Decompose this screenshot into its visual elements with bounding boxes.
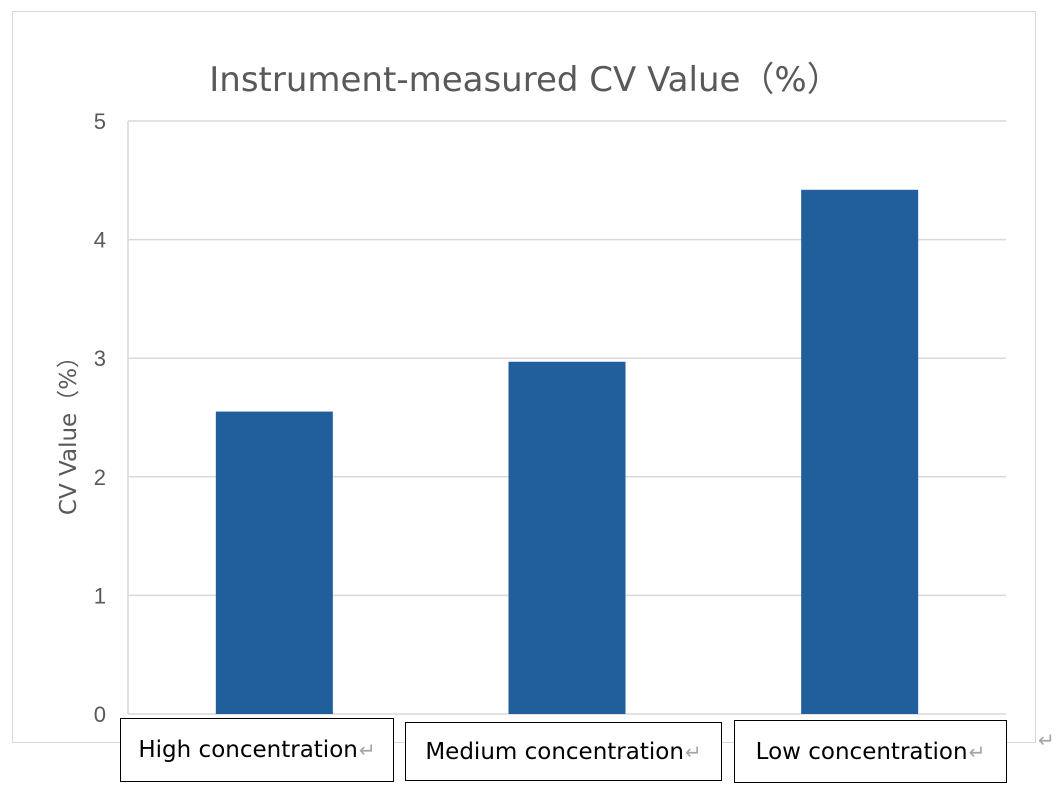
category-text: Medium concentration	[425, 738, 684, 765]
y-axis-ticks: 0 1 2 3 4 5	[94, 109, 106, 727]
category-text: Low concentration	[755, 738, 968, 765]
bars	[215, 189, 919, 715]
y-tick-label: 2	[94, 465, 106, 490]
bar	[801, 189, 919, 715]
y-tick-label: 5	[94, 109, 106, 134]
y-axis-label: CV Value（%）	[56, 345, 82, 515]
y-tick-label: 1	[94, 583, 106, 608]
y-tick-label: 4	[94, 228, 106, 253]
paragraph-mark: ↵	[1038, 728, 1055, 752]
x-category-label: Medium concentration ↵	[405, 722, 722, 781]
y-tick-label: 3	[94, 346, 106, 371]
x-category-label: High concentration ↵	[120, 718, 394, 782]
bar	[215, 411, 333, 714]
paragraph-mark: ↵	[358, 738, 376, 762]
y-tick-label: 0	[94, 702, 106, 727]
paragraph-mark: ↵	[968, 739, 986, 764]
paragraph-mark: ↵	[684, 739, 702, 764]
x-category-label: Low concentration ↵	[734, 720, 1007, 783]
category-text: High concentration	[138, 737, 358, 763]
chart-title: Instrument-measured CV Value（%）	[209, 60, 841, 100]
bar	[508, 361, 626, 714]
